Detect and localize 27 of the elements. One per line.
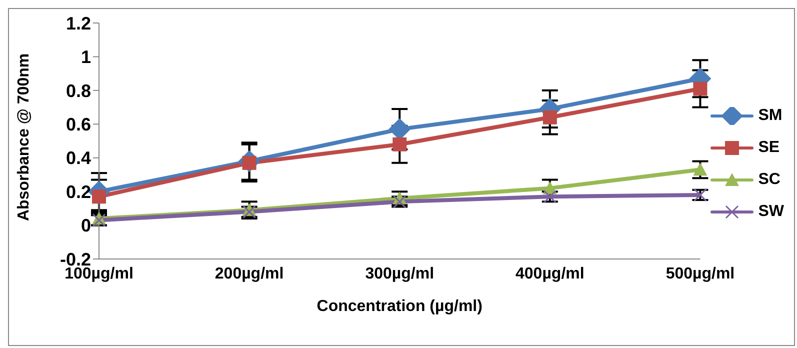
- y-tick-label: 1: [80, 47, 91, 68]
- y-tick-label: 0.2: [66, 182, 91, 202]
- y-tick-label: 1.2: [66, 13, 91, 34]
- y-tick-label: 0.4: [66, 148, 91, 168]
- y-tick-label: 0.6: [66, 114, 91, 135]
- point: [242, 205, 256, 219]
- y-tick-label: 0.8: [66, 80, 91, 101]
- x-tick-label: 500µg/ml: [666, 265, 735, 282]
- y-axis-title: Absorbance @ 700nm: [16, 53, 33, 221]
- x-tick-label: 300µg/ml: [365, 265, 434, 282]
- legend-label: SW: [758, 203, 784, 221]
- point: [392, 137, 407, 152]
- y-tick-label: 0: [80, 216, 91, 236]
- legend-label: SC: [758, 171, 780, 189]
- x-tick-label: 200µg/ml: [214, 265, 284, 282]
- point: [542, 110, 557, 124]
- x-tick-label: 400µg/ml: [516, 265, 584, 282]
- point: [543, 190, 557, 204]
- legend-label: SE: [758, 139, 780, 157]
- point: [693, 82, 708, 96]
- point: [693, 162, 708, 176]
- point: [693, 188, 707, 202]
- legend-label: SM: [758, 107, 782, 125]
- x-axis-title: Concentration (µg/ml): [316, 298, 482, 315]
- x-tick-label: 100µg/ml: [64, 265, 134, 282]
- point: [92, 190, 106, 204]
- point: [392, 194, 406, 208]
